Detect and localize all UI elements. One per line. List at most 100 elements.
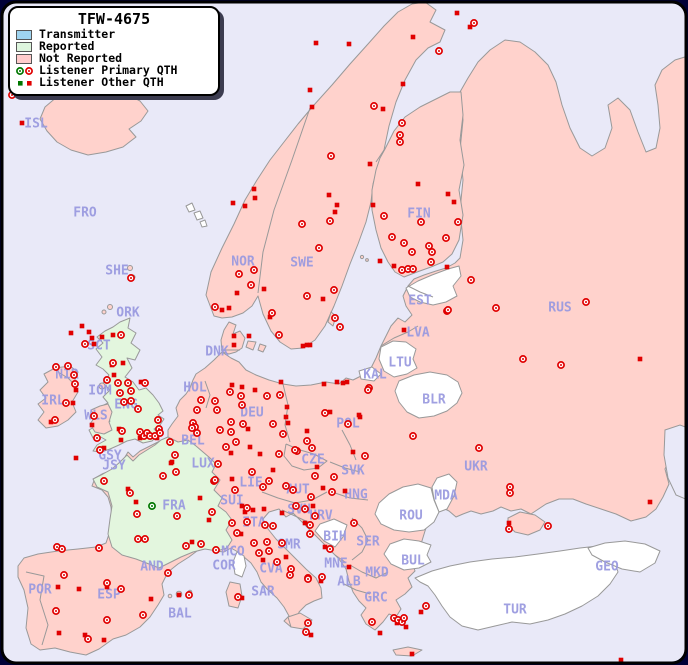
listener-other-qth-marker bbox=[231, 333, 237, 339]
listener-primary-qth-marker bbox=[156, 429, 164, 437]
country-label-mne: MNE bbox=[324, 557, 347, 572]
listener-other-qth-marker bbox=[415, 181, 421, 187]
listener-primary-qth-marker bbox=[380, 212, 388, 220]
listener-primary-qth-marker bbox=[306, 521, 314, 529]
listener-primary-qth-marker bbox=[286, 571, 294, 579]
danish-isle bbox=[245, 340, 257, 351]
listener-other-qth-marker bbox=[320, 296, 326, 302]
country-label-por: POR bbox=[28, 583, 52, 598]
country-label-ltu: LTU bbox=[388, 356, 412, 371]
listener-primary-qth-marker bbox=[268, 309, 276, 317]
listener-primary-qth-marker bbox=[212, 546, 220, 554]
listener-primary-qth-marker bbox=[278, 539, 286, 547]
country-label-bal: BAL bbox=[168, 607, 192, 622]
legend-item-label: Reported bbox=[39, 39, 95, 53]
listener-primary-qth-marker bbox=[255, 549, 263, 557]
listener-primary-qth-marker bbox=[231, 486, 239, 494]
shetland bbox=[127, 265, 133, 271]
country-label-lie: LIE bbox=[239, 476, 262, 491]
legend-item: Not Reported bbox=[16, 52, 212, 64]
listener-primary-qth-marker bbox=[96, 446, 104, 454]
country-label-deu: DEU bbox=[240, 406, 264, 421]
listener-other-qth-marker bbox=[230, 200, 236, 206]
legend-swatch-not_reported bbox=[16, 53, 34, 64]
listener-other-qth-marker bbox=[89, 422, 95, 428]
country-label-ork: ORK bbox=[116, 306, 140, 321]
listener-other-qth-marker bbox=[647, 499, 653, 505]
listener-primary-qth-marker bbox=[557, 361, 565, 369]
listener-primary-qth-marker bbox=[173, 512, 181, 520]
listener-other-qth-marker bbox=[257, 451, 263, 457]
listener-primary-qth-marker bbox=[134, 535, 142, 543]
listener-primary-qth-marker bbox=[100, 477, 108, 485]
listener-other-qth-marker bbox=[285, 420, 291, 426]
listener-other-qth-marker bbox=[377, 630, 383, 636]
listener-other-qth-marker bbox=[261, 286, 267, 292]
country-label-rou: ROU bbox=[399, 509, 423, 524]
listener-primary-qth-marker bbox=[311, 512, 319, 520]
turkey bbox=[414, 543, 621, 631]
country-label-cor: COR bbox=[212, 559, 236, 574]
listener-primary-qth-marker bbox=[364, 386, 372, 394]
listener-other-qth-marker bbox=[334, 379, 340, 385]
listener-other-qth-marker bbox=[118, 437, 124, 443]
listener-other-qth-marker bbox=[239, 384, 245, 390]
country-label-ser: SER bbox=[356, 535, 380, 550]
estonia bbox=[405, 265, 462, 306]
listener-primary-qth-marker bbox=[282, 482, 290, 490]
listener-primary-qth-marker bbox=[259, 483, 267, 491]
listener-other-qth-marker bbox=[444, 264, 450, 270]
legend-swatch-transmitter bbox=[16, 29, 34, 40]
listener-other-qth-marker bbox=[91, 341, 97, 347]
listener-other-qth-marker bbox=[19, 120, 25, 126]
listener-other-qth-marker bbox=[342, 488, 348, 494]
listener-other-qth-marker bbox=[283, 554, 289, 560]
listener-other-qth-marker bbox=[104, 584, 110, 590]
listener-other-qth-marker bbox=[283, 414, 289, 420]
country-label-ukr: UKR bbox=[464, 460, 488, 475]
listener-primary-qth-marker bbox=[185, 591, 193, 599]
listener-other-qth-marker bbox=[133, 499, 139, 505]
listener-other-qth-marker bbox=[252, 387, 258, 393]
listener-primary-qth-marker bbox=[492, 304, 500, 312]
listener-other-qth-marker bbox=[111, 372, 117, 378]
listener-other-qth-marker bbox=[637, 356, 643, 362]
listener-primary-qth-marker bbox=[228, 519, 236, 527]
listener-other-qth-marker bbox=[260, 557, 266, 563]
listener-primary-qth-marker bbox=[304, 575, 312, 583]
listener-primary-qth-marker bbox=[396, 131, 404, 139]
danish-isle bbox=[257, 343, 267, 353]
listener-other-qth-marker bbox=[76, 586, 82, 592]
listener-primary-qth-marker bbox=[336, 323, 344, 331]
listener-primary-qth-marker bbox=[58, 545, 66, 553]
country-label-rus: RUS bbox=[548, 301, 572, 316]
listener-other-qth-marker bbox=[410, 34, 416, 40]
country-label-mco: MCO bbox=[221, 545, 245, 560]
listener-primary-qth-marker bbox=[505, 525, 513, 533]
listener-primary-qth-marker bbox=[227, 418, 235, 426]
country-label-swe: SWE bbox=[290, 256, 313, 271]
listener-other-qth-marker bbox=[226, 305, 232, 311]
listener-primary-qth-marker bbox=[289, 486, 297, 494]
listener-other-qth-marker bbox=[445, 191, 451, 197]
listener-primary-qth-marker bbox=[273, 558, 281, 566]
listener-other-qth-marker bbox=[101, 637, 107, 643]
listener-primary-qth-marker bbox=[467, 276, 475, 284]
listener-other-qth-marker bbox=[454, 10, 460, 16]
listener-primary-qth-marker bbox=[261, 521, 269, 529]
listener-primary-qth-marker bbox=[197, 540, 205, 548]
listener-primary-qth-marker bbox=[388, 233, 396, 241]
listener-other-qth-marker bbox=[344, 379, 350, 385]
legend-item: Transmitter bbox=[16, 28, 212, 40]
legend-item: Listener Primary QTH bbox=[16, 64, 212, 76]
listener-primary-qth-marker bbox=[239, 420, 247, 428]
listener-primary-qth-marker bbox=[396, 138, 404, 146]
listener-primary-qth-marker bbox=[417, 218, 425, 226]
listener-other-qth-marker bbox=[55, 584, 61, 590]
country-label-irl: IRL bbox=[41, 394, 65, 409]
listener-primary-qth-marker bbox=[171, 451, 179, 459]
listener-primary-qth-marker bbox=[213, 406, 221, 414]
listener-other-qth-marker bbox=[403, 624, 409, 630]
faroe-islands bbox=[185, 202, 196, 213]
listener-primary-qth-marker bbox=[127, 274, 135, 282]
